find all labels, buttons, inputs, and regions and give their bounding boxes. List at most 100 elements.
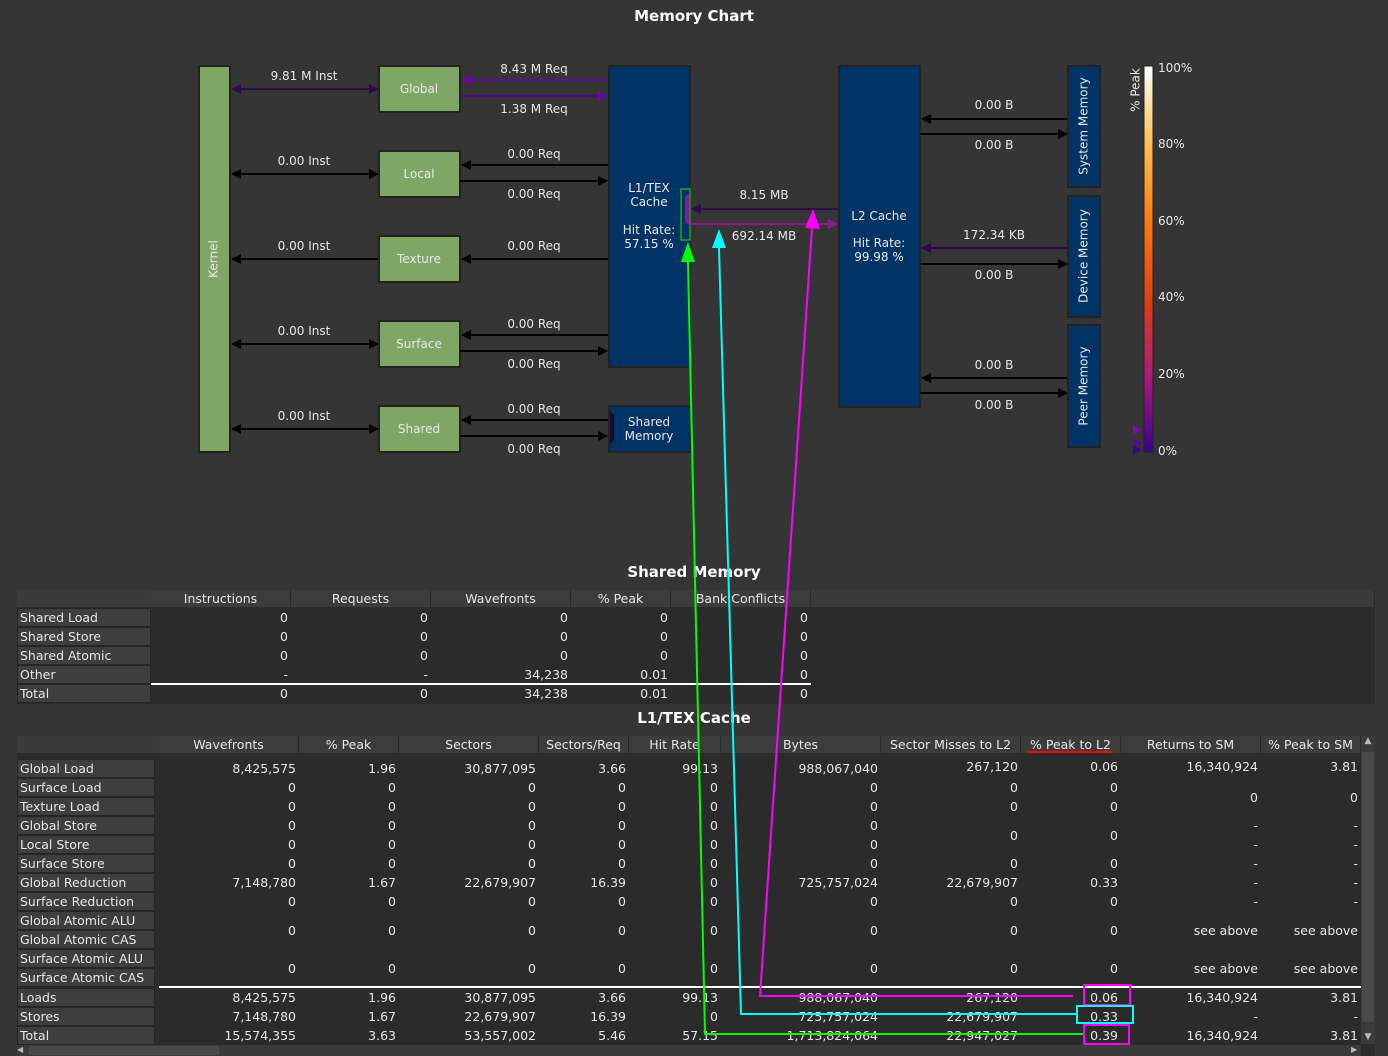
table-cell: 0: [420, 648, 428, 663]
column-header-sectors-req[interactable]: Sectors/Req: [539, 736, 629, 753]
table-cell: -: [1253, 1009, 1258, 1024]
table-cell: 0: [710, 818, 718, 833]
column-header--peak[interactable]: % Peak: [571, 590, 671, 607]
column-header-bytes[interactable]: Bytes: [721, 736, 881, 753]
unit-surface[interactable]: Surface: [378, 320, 461, 368]
table-cell: 0: [870, 922, 878, 938]
table-cell: 0: [660, 610, 668, 625]
table-cell: 3.66: [598, 761, 626, 776]
vertical-scrollbar[interactable]: ▲ ▼: [1361, 736, 1375, 1044]
table-cell: 3.66: [598, 990, 626, 1005]
horizontal-scrollbar[interactable]: ◀ ▶: [17, 1045, 1361, 1056]
column-header-hit-rate[interactable]: Hit Rate: [629, 736, 721, 753]
legend-tick: 40%: [1158, 290, 1185, 304]
table-cell: 725,757,024: [798, 1009, 878, 1024]
texture-req-in: 0.00 Req: [507, 239, 560, 253]
horizontal-scroll-thumb[interactable]: [29, 1046, 219, 1055]
table-cell: 16,340,924: [1186, 990, 1258, 1005]
table-cell: 0: [288, 780, 296, 795]
system-memory-box[interactable]: System Memory: [1067, 65, 1101, 188]
column-header-wavefronts[interactable]: Wavefronts: [431, 590, 571, 607]
column-header-wavefronts[interactable]: Wavefronts: [159, 736, 299, 753]
table-cell: 0: [618, 780, 626, 795]
column-header-sectors[interactable]: Sectors: [399, 736, 539, 753]
table-cell: 0: [528, 837, 536, 852]
table-cell: 267,120: [966, 759, 1018, 774]
column-header-sector-misses-to-l2[interactable]: Sector Misses to L2: [881, 736, 1021, 753]
table-cell: 0: [660, 648, 668, 663]
table-cell: 30,877,095: [464, 761, 536, 776]
column-header-returns-to-sm[interactable]: Returns to SM: [1121, 736, 1261, 753]
l2-cache-box[interactable]: L2 Cache Hit Rate: 99.98 %: [838, 65, 921, 408]
vertical-scroll-thumb[interactable]: [1362, 752, 1374, 1022]
unit-local[interactable]: Local: [378, 150, 461, 198]
column-header-instructions[interactable]: Instructions: [151, 590, 291, 607]
table-cell: 0: [420, 686, 428, 701]
l2-hit-label: Hit Rate:: [853, 236, 905, 250]
shared-memory-box[interactable]: Shared Memory: [608, 405, 691, 453]
table-cell: 0: [1010, 799, 1018, 814]
table-cell: 0: [1010, 922, 1018, 938]
l1tex-cache-box[interactable]: L1/TEX Cache Hit Rate: 57.15 %: [608, 65, 691, 368]
table-cell: 0: [618, 818, 626, 833]
device-memory-box[interactable]: Device Memory: [1067, 195, 1101, 318]
l1-port-icon: [685, 193, 689, 225]
kernel-box[interactable]: [198, 65, 231, 453]
scroll-left-icon[interactable]: ◀: [17, 1045, 24, 1054]
table-cell: see above: [1193, 922, 1258, 938]
table-cell: 0: [388, 818, 396, 833]
table-cell: 0: [870, 960, 878, 976]
local-req-in: 0.00 Req: [507, 147, 560, 161]
row-header-shared-atomic: Shared Atomic: [17, 646, 151, 665]
table-cell: 0: [388, 856, 396, 871]
row-header-stores: Stores: [17, 1007, 155, 1026]
table-cell: 57.15: [682, 1028, 718, 1043]
table-cell: -: [1353, 856, 1358, 871]
table-cell: -: [1253, 818, 1258, 833]
table-cell: -: [1253, 875, 1258, 890]
unit-texture[interactable]: Texture: [378, 235, 461, 283]
table-cell: 0: [1110, 780, 1118, 795]
legend-tick: 100%: [1158, 61, 1192, 75]
table-cell: 0: [710, 780, 718, 795]
scroll-down-icon[interactable]: ▼: [1364, 1032, 1372, 1042]
table-cell: -: [1353, 894, 1358, 909]
row-header-local-store: Local Store: [17, 835, 155, 854]
table-cell: see above: [1193, 960, 1258, 976]
table-cell: 7,148,780: [232, 1009, 296, 1024]
column-header--peak[interactable]: % Peak: [299, 736, 399, 753]
column-header--peak-to-sm[interactable]: % Peak to SM: [1261, 736, 1361, 753]
table-cell: 0.33: [1090, 875, 1118, 890]
table-cell: 34,238: [524, 686, 568, 701]
global-inst-label: 9.81 M Inst: [271, 69, 338, 83]
table-cell: 22,679,907: [946, 1009, 1018, 1024]
scroll-right-icon[interactable]: ▶: [1351, 1045, 1358, 1054]
table-cell: 22,679,907: [464, 875, 536, 890]
table-cell: 0: [870, 837, 878, 852]
table-cell: 0: [280, 648, 288, 663]
table-cell: 725,757,024: [798, 875, 878, 890]
table-cell: 0: [1010, 856, 1018, 871]
legend-markers: [1133, 425, 1142, 455]
surface-inst-label: 0.00 Inst: [278, 324, 331, 338]
table-cell: 0: [280, 610, 288, 625]
column-header-requests[interactable]: Requests: [291, 590, 431, 607]
table-cell: 0: [1010, 894, 1018, 909]
table-cell: 267,120: [966, 990, 1018, 1005]
peer-memory-box[interactable]: Peer Memory: [1067, 324, 1101, 448]
table-cell: 0: [1250, 789, 1258, 805]
table-cell: 0: [710, 856, 718, 871]
unit-global[interactable]: Global: [378, 65, 461, 113]
table-cell: 8,425,575: [232, 990, 296, 1005]
scroll-up-icon[interactable]: ▲: [1364, 736, 1372, 746]
column-header--peak-to-l2[interactable]: % Peak to L2: [1021, 736, 1121, 753]
unit-shared[interactable]: Shared: [378, 405, 461, 453]
texture-inst-label: 0.00 Inst: [278, 239, 331, 253]
table-cell: 0: [560, 648, 568, 663]
table-cell: 16.39: [590, 875, 626, 890]
l1-port-highlight: [680, 188, 691, 241]
column-header-bank-conflicts[interactable]: Bank Conflicts: [671, 590, 811, 607]
table-cell: 0: [618, 960, 626, 976]
l2-hit-value: 99.98 %: [854, 250, 904, 264]
table-cell: 0: [800, 667, 808, 682]
